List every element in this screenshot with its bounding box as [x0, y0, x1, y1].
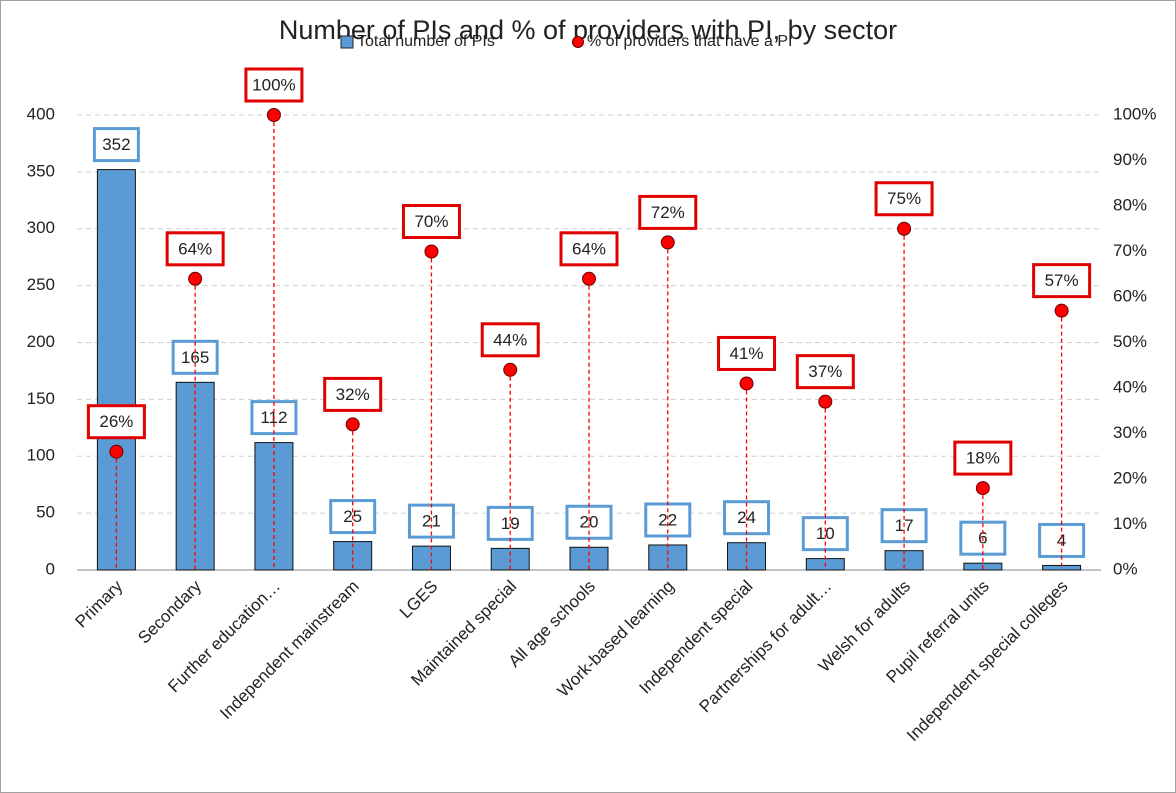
y2-tick-label: 60% — [1113, 286, 1147, 305]
data-label-box — [244, 67, 304, 103]
legend-swatch — [340, 35, 354, 49]
data-label: 26% — [99, 412, 133, 431]
data-label-box — [559, 231, 619, 267]
dot — [503, 362, 518, 377]
dot — [739, 376, 754, 391]
data-label: 44% — [493, 330, 527, 349]
dot — [897, 221, 912, 236]
y2-tick-label: 0% — [1113, 559, 1138, 578]
y2-tick-label: 50% — [1113, 332, 1147, 351]
data-label-box — [401, 204, 461, 239]
data-label: 57% — [1045, 271, 1079, 290]
y-tick-label: 350 — [27, 161, 55, 180]
data-label: 4 — [1057, 531, 1066, 550]
y-tick-label: 250 — [27, 275, 55, 294]
data-label: 18% — [966, 449, 1000, 468]
legend-label: % of providers that have a PI — [587, 33, 792, 50]
dot — [1054, 303, 1069, 318]
y-tick-label: 100 — [27, 446, 55, 465]
dot — [818, 394, 833, 409]
dot — [109, 444, 124, 459]
dot — [975, 481, 990, 496]
data-label: 19 — [501, 514, 520, 533]
y2-tick-label: 30% — [1113, 423, 1147, 442]
dot — [345, 417, 360, 432]
bar — [254, 442, 294, 571]
data-label: 64% — [572, 239, 606, 258]
y2-tick-label: 100% — [1113, 104, 1156, 123]
chart-title: Number of PIs and % of providers with PI… — [279, 15, 897, 45]
data-label: 20 — [580, 513, 599, 532]
data-label: 70% — [414, 212, 448, 231]
y2-tick-label: 80% — [1113, 195, 1147, 214]
data-label: 75% — [887, 189, 921, 208]
data-label-box — [92, 127, 140, 163]
dot — [266, 108, 281, 122]
data-label-box — [638, 194, 698, 230]
dot — [660, 235, 675, 250]
data-label: 41% — [730, 344, 764, 363]
data-label-box — [165, 231, 225, 267]
y-tick-label: 0 — [46, 559, 55, 578]
data-label-box — [717, 335, 777, 371]
data-label: 32% — [336, 385, 370, 404]
y2-tick-label: 90% — [1113, 150, 1147, 169]
data-label-box — [407, 503, 455, 539]
y2-tick-label: 20% — [1113, 468, 1147, 487]
data-label: 10 — [816, 524, 835, 543]
data-label: 37% — [808, 362, 842, 381]
y2-tick-label: 40% — [1113, 377, 1147, 396]
data-label: 22 — [658, 510, 677, 529]
y2-tick-label: 10% — [1113, 514, 1147, 533]
y-tick-label: 150 — [27, 389, 55, 408]
data-label-box — [953, 440, 1013, 476]
data-label: 72% — [651, 203, 685, 222]
data-label-box — [874, 181, 934, 217]
bar — [411, 545, 451, 571]
data-label-box — [480, 322, 540, 358]
data-label: 64% — [178, 239, 212, 258]
data-label: 100% — [252, 75, 295, 94]
legend-label: Total number of PIs — [357, 33, 495, 50]
y-tick-label: 300 — [27, 218, 55, 237]
dot — [188, 271, 203, 286]
y-tick-label: 400 — [27, 104, 55, 123]
legend-swatch — [572, 36, 584, 48]
data-label: 352 — [102, 135, 130, 154]
y-tick-label: 200 — [27, 332, 55, 351]
y-tick-label: 50 — [36, 503, 55, 522]
dot — [582, 271, 596, 286]
data-label-box — [323, 376, 383, 412]
data-label-box — [795, 354, 855, 390]
y2-tick-label: 70% — [1113, 241, 1147, 260]
data-label-box — [86, 404, 146, 440]
dot — [424, 244, 439, 259]
data-label-box — [1032, 263, 1092, 299]
